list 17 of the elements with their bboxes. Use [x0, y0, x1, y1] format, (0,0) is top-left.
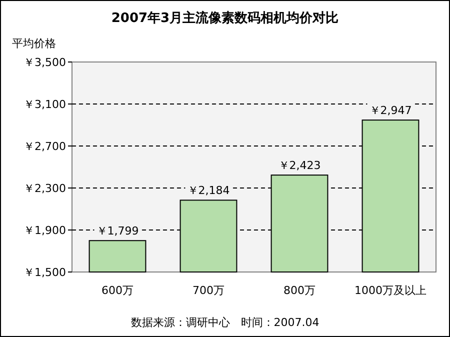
source-note: 数据来源：调研中心 时间：2007.04: [130, 316, 320, 329]
data-label: ￥2,947: [369, 104, 412, 118]
y-tick-label: ￥2,300: [24, 182, 66, 195]
data-label: ￥1,799: [96, 224, 139, 238]
y-tick-label: ￥3,500: [24, 56, 66, 69]
x-tick-label: 600万: [102, 284, 134, 297]
y-axis-title: 平均价格: [12, 37, 56, 50]
chart-title: 2007年3月主流像素数码相机均价对比: [111, 10, 339, 26]
x-tick-label: 700万: [192, 284, 224, 297]
y-tick-label: ￥1,500: [24, 266, 66, 279]
y-tick-label: ￥2,700: [24, 140, 66, 153]
x-tick-label: 1000万及以上: [354, 284, 426, 297]
data-label: ￥2,423: [278, 159, 321, 172]
y-tick-label: ￥1,900: [24, 224, 66, 237]
x-tick-label: 800万: [284, 284, 316, 297]
data-label: ￥2,184: [187, 184, 230, 198]
y-tick-label: ￥3,100: [24, 98, 66, 111]
